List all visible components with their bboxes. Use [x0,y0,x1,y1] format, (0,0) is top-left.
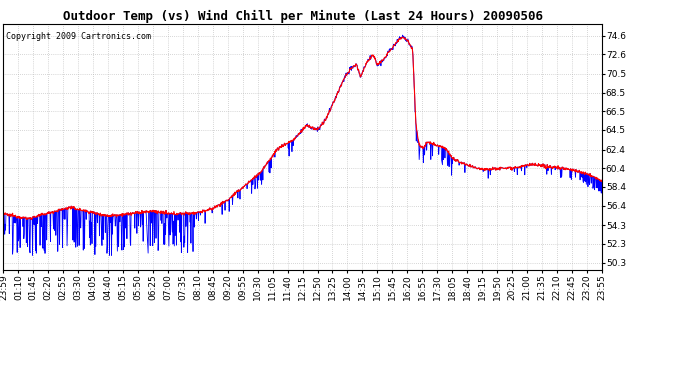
Text: Copyright 2009 Cartronics.com: Copyright 2009 Cartronics.com [6,32,151,41]
Title: Outdoor Temp (vs) Wind Chill per Minute (Last 24 Hours) 20090506: Outdoor Temp (vs) Wind Chill per Minute … [63,10,542,23]
